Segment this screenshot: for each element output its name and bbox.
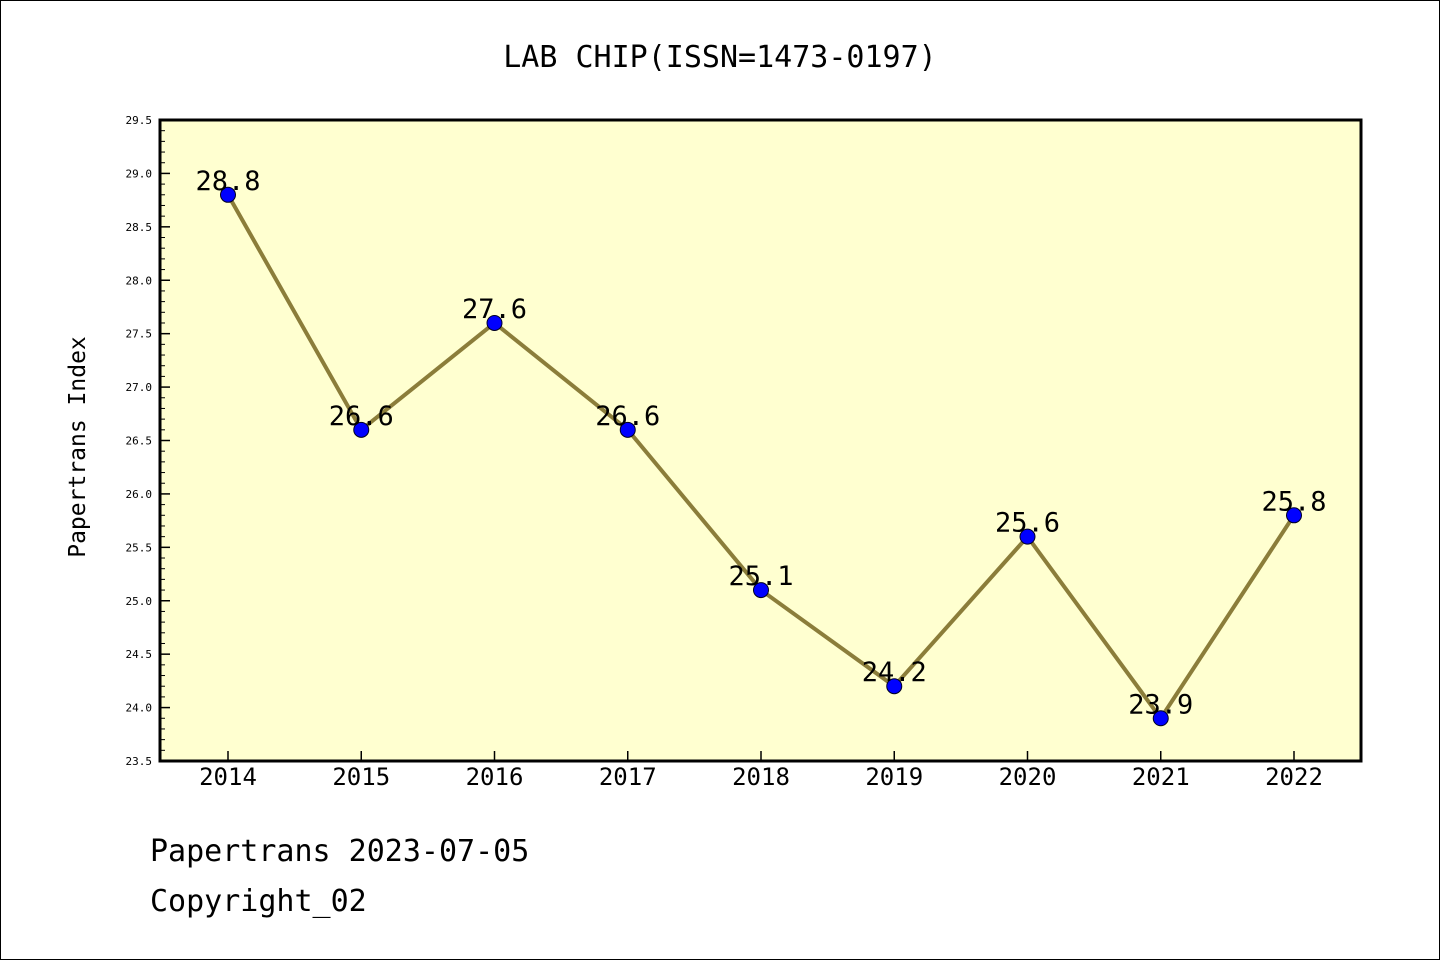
data-label: 27.6 bbox=[462, 294, 527, 325]
data-markers bbox=[220, 186, 1302, 727]
data-point bbox=[1286, 507, 1302, 524]
y-tick-label: 28.5 bbox=[126, 221, 153, 234]
x-axis-ticks: 2014 2015 2016 2017 2018 2019 2020 2021 2022 bbox=[199, 751, 1323, 791]
y-tick-label: 27.5 bbox=[126, 328, 153, 341]
y-tick-label: 29.5 bbox=[126, 114, 153, 127]
y-tick-label: 27.0 bbox=[126, 381, 153, 394]
footer-date: Papertrans 2023-07-05 bbox=[150, 834, 530, 869]
data-point bbox=[353, 421, 370, 438]
x-tick-label: 2019 bbox=[865, 763, 923, 791]
y-tick-label: 26.5 bbox=[126, 435, 153, 448]
data-label: 24.2 bbox=[862, 657, 927, 688]
data-label: 25.1 bbox=[728, 561, 793, 592]
x-tick-label: 2017 bbox=[599, 763, 657, 791]
y-tick-label: 25.0 bbox=[126, 595, 153, 608]
data-label: 26.6 bbox=[595, 401, 660, 432]
y-tick-label: 24.0 bbox=[126, 702, 153, 715]
x-tick-label: 2020 bbox=[999, 763, 1057, 791]
y-tick-label: 24.5 bbox=[126, 648, 153, 661]
plot-border bbox=[158, 118, 1363, 763]
x-tick-label: 2014 bbox=[199, 763, 257, 791]
y-axis-ticks: 23.5 24.0 24.5 25.0 25.5 26.0 26.5 27.0 27.5 28.0… bbox=[126, 114, 170, 768]
y-tick-label: 26.0 bbox=[126, 488, 153, 501]
chart-title: LAB CHIP(ISSN=1473-0197) bbox=[503, 40, 936, 75]
data-label: 25.6 bbox=[995, 508, 1060, 539]
data-point bbox=[753, 582, 769, 599]
data-point bbox=[619, 421, 636, 438]
data-label: 23.9 bbox=[1128, 689, 1193, 720]
data-point bbox=[886, 678, 903, 695]
x-tick-label: 2016 bbox=[466, 763, 524, 791]
data-point bbox=[220, 186, 236, 203]
x-tick-label: 2018 bbox=[732, 763, 790, 791]
y-tick-label: 23.5 bbox=[126, 755, 153, 768]
y-tick-label: 29.0 bbox=[126, 167, 153, 180]
data-label: 28.8 bbox=[195, 166, 260, 197]
x-tick-label: 2015 bbox=[332, 763, 390, 791]
footer-copyright: Copyright_02 bbox=[150, 884, 367, 919]
y-tick-label: 28.0 bbox=[126, 274, 153, 287]
y-axis-label: Papertrans Index bbox=[65, 336, 91, 558]
y-tick-label: 25.5 bbox=[126, 541, 153, 554]
data-labels: 28.8 26.6 27.6 26.6 25.1 24.2 25.6 23.9 25.8 bbox=[195, 166, 1326, 720]
data-point bbox=[1019, 528, 1036, 545]
data-point bbox=[1152, 710, 1169, 727]
data-label: 25.8 bbox=[1261, 486, 1326, 517]
data-point bbox=[486, 314, 503, 331]
x-tick-label: 2021 bbox=[1132, 763, 1190, 791]
x-tick-label: 2022 bbox=[1265, 763, 1323, 791]
data-label: 26.6 bbox=[329, 401, 394, 432]
plot-area bbox=[160, 120, 1361, 761]
